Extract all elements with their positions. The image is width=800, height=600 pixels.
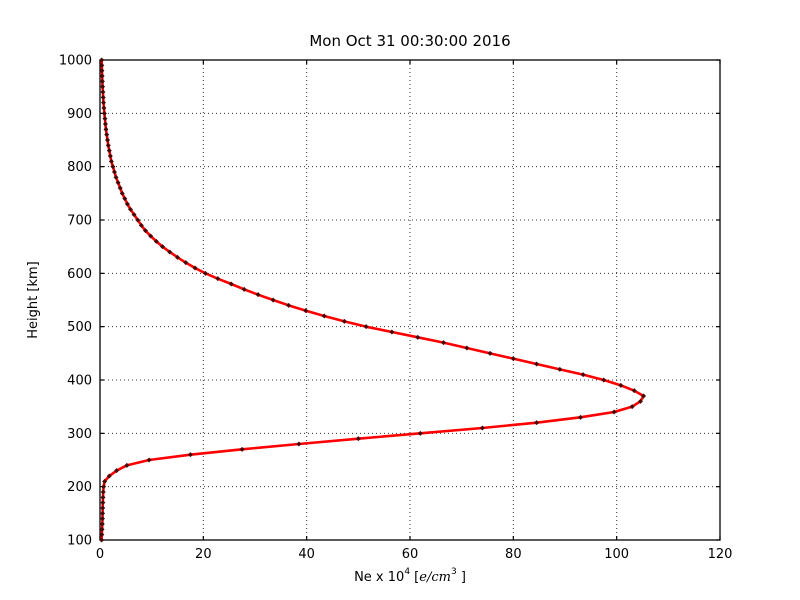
- y-tick-label: 800: [67, 160, 92, 175]
- y-tick-label: 500: [67, 320, 92, 335]
- x-tick-label: 100: [604, 547, 629, 562]
- x-tick-label: 0: [96, 547, 104, 562]
- y-tick-label: 700: [67, 214, 92, 229]
- y-tick-label: 1000: [59, 54, 92, 69]
- data-line: [100, 58, 645, 542]
- y-tick-label: 600: [67, 267, 92, 282]
- x-tick-label: 80: [505, 547, 522, 562]
- y-tick-label: 400: [67, 374, 92, 389]
- y-tick-label: 100: [67, 534, 92, 549]
- data-markers: [99, 57, 647, 543]
- y-tick-label: 300: [67, 427, 92, 442]
- plot-area: 0 20 40 60 80 100 120 100 200 300 400 500 600 700 800 9…: [59, 54, 733, 563]
- y-tick-label: 900: [67, 107, 92, 122]
- chart-title: Mon Oct 31 00:30:00 2016: [309, 32, 510, 50]
- x-tick-label: 20: [195, 547, 212, 562]
- grid-layer: [100, 60, 720, 540]
- tick-layer: [99, 59, 721, 541]
- y-tick-label: 200: [67, 480, 92, 495]
- x-tick-label: 40: [298, 547, 315, 562]
- y-axis-label: Height [km]: [26, 261, 41, 338]
- tick-labels: 0 20 40 60 80 100 120 100 200 300 400 500 600 700 800 9…: [59, 54, 733, 563]
- x-axis-label: Ne x 104 [e/cm3 ]: [354, 567, 466, 585]
- x-tick-label: 60: [402, 547, 419, 562]
- x-tick-label: 120: [708, 547, 733, 562]
